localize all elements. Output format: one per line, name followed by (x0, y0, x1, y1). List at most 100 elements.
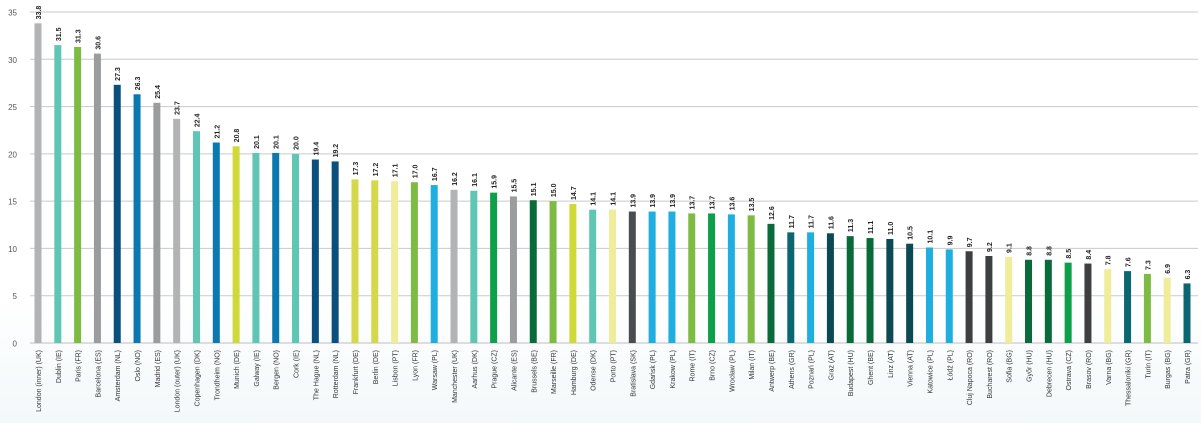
bar-value-label: 30.6 (95, 36, 102, 50)
bars (34, 23, 1191, 344)
y-tick-label: 15 (8, 198, 17, 207)
bar-value-label: 14.1 (591, 192, 598, 206)
bar (1183, 283, 1191, 343)
bar (74, 46, 82, 344)
category-label: Lyon (FR) (412, 350, 419, 381)
bar-value-label: 7.8 (1106, 255, 1113, 265)
bar (747, 215, 755, 343)
bar (1084, 263, 1092, 343)
bar-value-label: 22.4 (194, 113, 201, 127)
bar (925, 247, 933, 343)
category-label: Barcelona (ES) (95, 350, 102, 397)
bar-value-label: 8.4 (1086, 250, 1093, 260)
bar (846, 236, 854, 343)
bar-value-label: 26.3 (135, 77, 142, 91)
category-label: Cork (IE) (294, 350, 301, 378)
category-label: Budapest (HU) (848, 350, 855, 396)
bar (292, 153, 300, 343)
x-axis-labels: London (inner) (UK) Dublin (IE) Paris (FR)… (36, 350, 1192, 412)
bar (727, 214, 735, 343)
bar-value-label: 23.7 (175, 101, 182, 115)
category-label: Alicante (ES) (511, 350, 518, 391)
category-label: Trondheim (NO) (214, 350, 221, 400)
y-tick-label: 20 (8, 150, 17, 159)
bar-value-label: 13.9 (650, 194, 657, 208)
bar (34, 23, 42, 343)
bar-value-label: 13.9 (670, 194, 677, 208)
bar-value-label: 31.5 (56, 27, 63, 41)
bar-value-label: 33.8 (36, 6, 43, 20)
bar-value-label: 21.2 (214, 125, 221, 139)
bar (886, 238, 894, 343)
bar-value-label: 8.8 (1046, 246, 1053, 256)
bar (648, 211, 656, 343)
bar (569, 203, 577, 343)
bar-value-label: 9.1 (1007, 243, 1014, 253)
bar-value-label: 9.7 (967, 237, 974, 247)
bar-value-label: 11.6 (828, 216, 835, 229)
bar-value-label: 13.6 (729, 197, 736, 211)
category-label: Berlin (DE) (373, 350, 380, 384)
category-label: Brussels (BE) (531, 350, 538, 393)
bar (1124, 271, 1132, 343)
bar-value-label: 9.2 (987, 242, 994, 252)
bar (688, 213, 696, 343)
bar (529, 200, 537, 343)
category-label: Debrecen (HU) (1046, 350, 1053, 397)
bar (549, 201, 557, 343)
category-label: Krakow (PL) (670, 350, 677, 389)
category-label: Prague (CZ) (492, 350, 499, 389)
bar-value-label: 12.6 (769, 206, 776, 220)
category-label: Paris (FR) (76, 350, 83, 382)
bar (1025, 259, 1033, 343)
category-label: Lisbon (PT) (393, 350, 400, 386)
bar-value-label: 16.1 (472, 173, 479, 187)
bar (272, 152, 280, 343)
category-label: Turin (IT) (1145, 350, 1152, 379)
bar (252, 152, 260, 343)
category-label: Aarhus (DK) (472, 350, 479, 389)
bar (113, 84, 121, 343)
category-label: Brasov (RO) (1086, 350, 1093, 389)
bar (133, 94, 141, 343)
category-label: Katowice (PL) (927, 350, 934, 394)
category-label: Łódź (PL) (947, 350, 954, 380)
bar-value-label: 8.5 (1066, 249, 1073, 259)
y-axis-ticks: 0 5 10 15 20 25 30 35 (8, 9, 17, 349)
bar (1064, 262, 1072, 343)
category-label: Porto (PT) (611, 350, 618, 382)
bar-value-label: 6.9 (1165, 264, 1172, 274)
value-labels: 33.8 31.5 31.3 30.6 27.3 26.3 25.4 23.7 22.4 21.2… (36, 6, 1192, 280)
bar (906, 243, 914, 343)
category-label: Manchester (UK) (452, 350, 459, 403)
category-label: Dublin (IE) (56, 350, 63, 383)
bar (1104, 269, 1112, 343)
category-label: Ostrava (CZ) (1066, 350, 1073, 390)
bar-value-label: 13.7 (690, 196, 697, 210)
bar (153, 102, 161, 343)
bar (232, 146, 240, 343)
bar-value-label: 10.1 (927, 230, 934, 244)
bar-value-label: 14.7 (571, 186, 578, 200)
bar (787, 232, 795, 343)
bar (371, 180, 379, 343)
bar-value-label: 27.3 (115, 67, 122, 81)
category-label: Győr (HU) (1027, 350, 1034, 382)
category-label: Rome (IT) (690, 350, 697, 382)
bar-value-label: 14.1 (611, 192, 618, 206)
bar (212, 142, 220, 343)
bar (331, 161, 339, 343)
category-label: Varna (BG) (1106, 350, 1113, 385)
bar-value-label: 20.1 (254, 135, 261, 149)
category-label: Thessaloniki (GR) (1126, 350, 1133, 406)
bar (609, 209, 616, 343)
category-label: Madrid (ES) (155, 350, 162, 387)
bar (173, 118, 181, 343)
bar-value-label: 11.7 (809, 215, 816, 228)
bar-value-label: 13.5 (749, 198, 756, 212)
bar-value-label: 17.3 (353, 162, 360, 176)
bar (351, 179, 359, 343)
category-label: Hamburg (DE) (571, 350, 578, 395)
bar-value-label: 8.8 (1027, 246, 1034, 256)
